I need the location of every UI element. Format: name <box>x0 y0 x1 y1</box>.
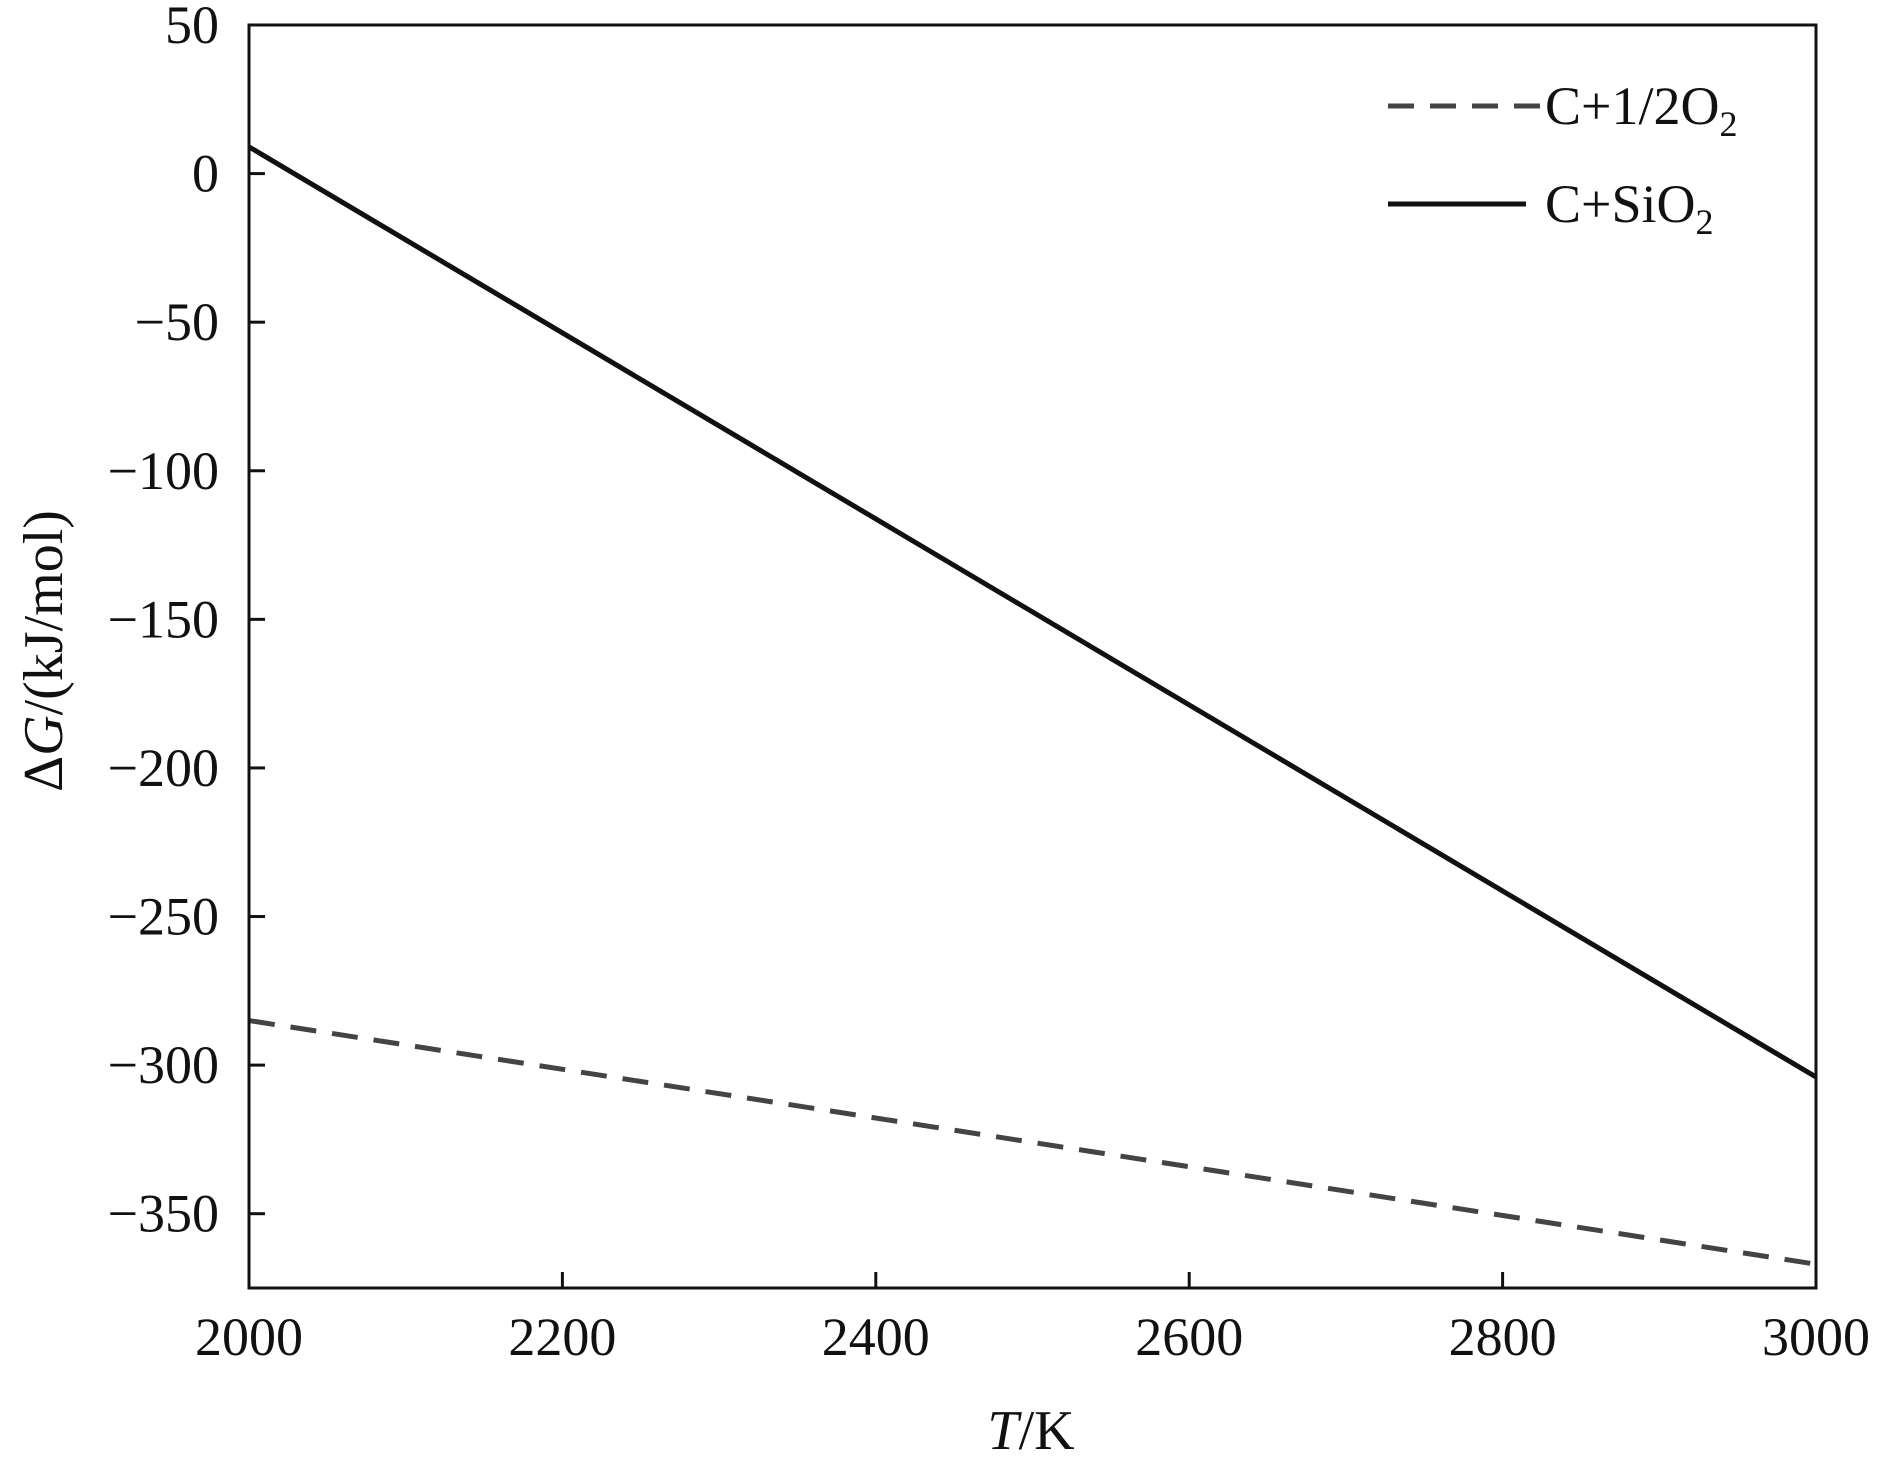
y-tick-label: −250 <box>108 887 219 947</box>
x-tick-label: 2400 <box>822 1307 930 1367</box>
series-line-2 <box>247 144 1818 1080</box>
y-tick-label: −50 <box>135 292 219 352</box>
legend: C+1/2O2 C+SiO2 <box>1388 76 1737 242</box>
y-axis-label: ΔG/(kJ/mol) <box>13 510 75 792</box>
y-tick-label: −150 <box>108 589 219 649</box>
y-tick-label: 0 <box>192 144 219 204</box>
y-tick-label: −300 <box>108 1035 219 1095</box>
y-tick-label: −100 <box>108 441 219 501</box>
x-tick-label: 2800 <box>1449 1307 1557 1367</box>
series-line-1 <box>248 1018 1817 1267</box>
y-tick-label: 50 <box>165 0 219 55</box>
x-axis-label: T/K <box>987 1400 1074 1462</box>
legend-label-c-half-o2: C+1/2O2 <box>1545 76 1737 144</box>
y-tick-label: −200 <box>108 738 219 798</box>
y-tick-label: −350 <box>108 1184 219 1244</box>
tick-labels: 2000 2200 2400 2600 2800 3000 50 0 −50 −100 −150 −2… <box>108 0 1870 1367</box>
plot-frame <box>247 23 1818 1290</box>
axis-ticks <box>247 23 1818 1288</box>
x-tick-label: 2200 <box>508 1307 616 1367</box>
plot-area <box>247 23 1818 1290</box>
x-tick-label: 2000 <box>195 1307 303 1367</box>
x-tick-label: 2600 <box>1135 1307 1243 1367</box>
legend-label-c-sio2: C+SiO2 <box>1545 174 1714 242</box>
x-tick-label: 3000 <box>1762 1307 1870 1367</box>
